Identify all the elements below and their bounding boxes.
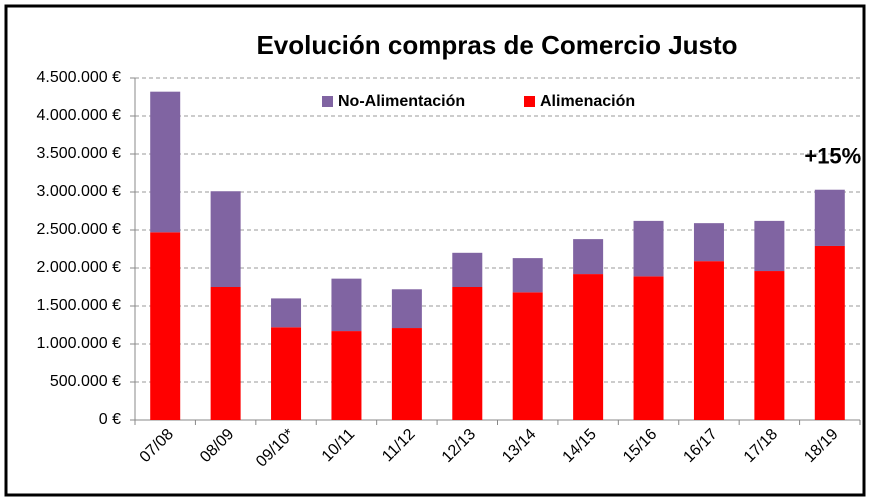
y-tick-label: 3.500.000 €: [36, 145, 121, 162]
y-tick-label: 2.500.000 €: [36, 221, 121, 238]
bar-segment: [693, 223, 724, 262]
bar-segment: [573, 274, 604, 420]
bar-segment: [512, 258, 543, 293]
bar-segment: [210, 287, 241, 420]
legend-label: Alimenación: [540, 93, 635, 110]
bar-segment: [452, 287, 483, 420]
bar-segment: [633, 220, 664, 277]
y-tick-label: 4.500.000 €: [36, 69, 121, 86]
bar-segment: [452, 252, 483, 287]
bar-segment: [814, 245, 845, 420]
bar-segment: [391, 289, 422, 329]
bar-segment: [391, 328, 422, 420]
bar-segment: [271, 298, 302, 328]
legend-swatch: [524, 96, 535, 107]
annotation: +15%: [804, 144, 861, 169]
legend-label: No-Alimentación: [338, 93, 465, 110]
y-tick-label: 3.000.000 €: [36, 183, 121, 200]
bar-segment: [512, 292, 543, 420]
y-tick-label: 4.000.000 €: [36, 107, 121, 124]
chart-title: Evolución compras de Comercio Justo: [256, 30, 737, 60]
y-tick-label: 0 €: [99, 411, 121, 428]
bar-segment: [754, 271, 785, 420]
bar-segment: [754, 220, 785, 272]
bar-segment: [331, 331, 362, 420]
bar-segment: [633, 276, 664, 420]
bar-segment: [331, 278, 362, 332]
bar-segment: [271, 327, 302, 420]
y-tick-label: 1.000.000 €: [36, 335, 121, 352]
y-tick-label: 1.500.000 €: [36, 297, 121, 314]
bar-segment: [210, 191, 241, 287]
y-tick-label: 2.000.000 €: [36, 259, 121, 276]
bar-segment: [693, 261, 724, 420]
y-tick-label: 500.000 €: [50, 373, 121, 390]
bar-segment: [150, 91, 181, 233]
bar-segment: [814, 189, 845, 246]
bar-segment: [573, 239, 604, 275]
legend-swatch: [322, 96, 333, 107]
bar-segment: [150, 232, 181, 420]
